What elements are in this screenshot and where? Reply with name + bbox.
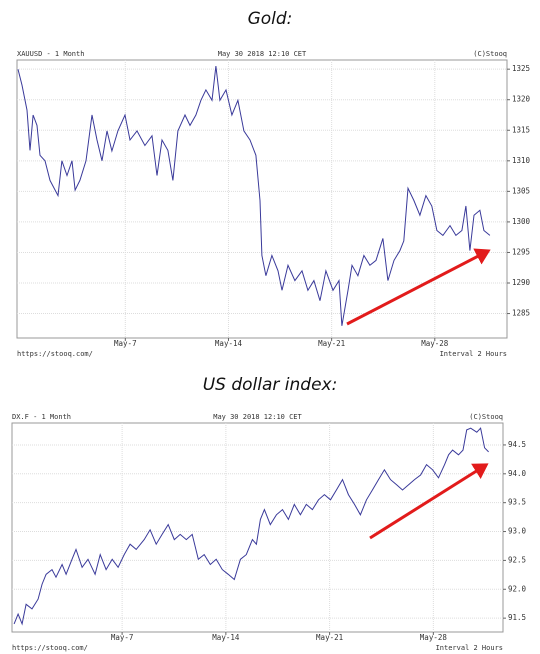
- y-tick-label: 92.0: [508, 584, 527, 593]
- plot-area: [11, 422, 504, 633]
- y-tick-label: 92.5: [508, 555, 526, 564]
- chart-title: Gold:: [248, 9, 293, 29]
- y-tick-label: 1315: [512, 125, 530, 134]
- red-arrow: [346, 248, 491, 326]
- x-tick-label: May-7: [114, 339, 137, 348]
- source-url: https://stooq.com/: [17, 350, 93, 358]
- y-tick-label: 1300: [512, 217, 531, 226]
- y-tick-label: 1310: [512, 156, 531, 165]
- symbol-label: DX.F - 1 Month: [12, 413, 71, 421]
- price-line: [13, 427, 489, 626]
- x-tick-label: May-7: [111, 633, 134, 642]
- y-tick-label: 93.0: [508, 527, 527, 536]
- price-line: [17, 66, 491, 326]
- symbol-label: XAUUSD - 1 Month: [17, 50, 84, 58]
- x-tick-label: May-21: [318, 339, 345, 348]
- y-tick-label: 1285: [512, 309, 530, 318]
- interval: Interval 2 Hours: [440, 350, 507, 358]
- y-tick-label: 91.5: [508, 613, 526, 622]
- x-tick-label: May-28: [420, 633, 448, 642]
- x-tick-label: May-14: [212, 633, 240, 642]
- y-tick-label: 93.5: [508, 498, 526, 507]
- source: (C)Stooq: [469, 413, 503, 421]
- interval: Interval 2 Hours: [436, 644, 503, 652]
- x-tick-label: May-14: [215, 339, 243, 348]
- y-tick-label: 1290: [512, 278, 531, 287]
- timestamp: May 30 2018 12:10 CET: [213, 413, 302, 421]
- timestamp: May 30 2018 12:10 CET: [218, 50, 307, 58]
- plot-area: [16, 59, 508, 339]
- source-url: https://stooq.com/: [12, 644, 88, 652]
- chart-title: US dollar index:: [203, 375, 338, 395]
- source: (C)Stooq: [473, 50, 507, 58]
- y-tick-label: 1320: [512, 95, 531, 104]
- y-tick-label: 1325: [512, 64, 530, 73]
- y-tick-label: 94.5: [508, 440, 526, 449]
- red-arrow: [369, 463, 489, 540]
- y-tick-label: 1295: [512, 247, 530, 256]
- x-tick-label: May-28: [421, 339, 449, 348]
- charts: Gold: XAUUSD - 1 Month May 30 2018 12:10 C…: [11, 9, 531, 652]
- y-tick-label: 1305: [512, 186, 530, 195]
- y-tick-label: 94.0: [508, 469, 527, 478]
- x-tick-label: May-21: [316, 633, 343, 642]
